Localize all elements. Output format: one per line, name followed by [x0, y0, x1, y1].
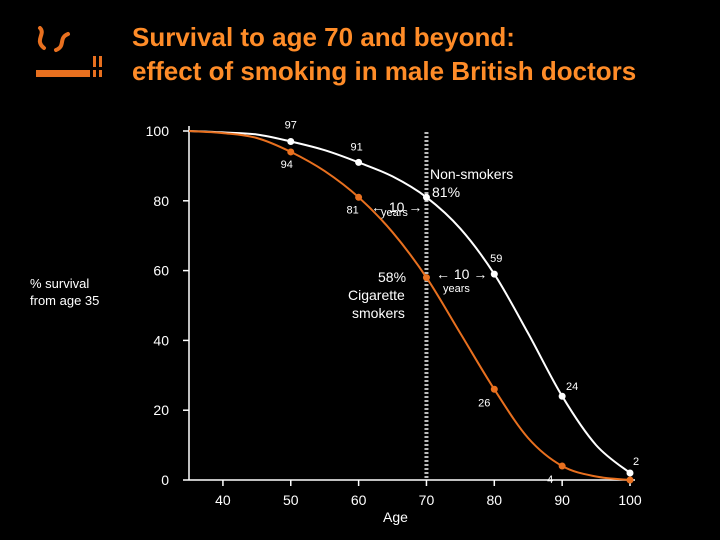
cigarette-smokers-point	[626, 476, 634, 484]
non-smokers-line	[188, 130, 631, 474]
cigarette-smokers-point-label: 94	[281, 159, 293, 171]
smokers-label-1: Cigarette	[348, 287, 405, 303]
x-tick-label: 100	[618, 492, 642, 508]
x-axis-label: Age	[383, 509, 408, 525]
smokers-label-2: smokers	[352, 305, 405, 321]
x-tick-label: 70	[419, 492, 435, 508]
x-tick-label: 40	[215, 492, 231, 508]
y-axis-label-1: % survival	[30, 276, 89, 291]
gap-1-unit: years	[381, 207, 408, 219]
y-tick-label: 20	[153, 402, 169, 418]
non-smokers-label: Non-smokers	[430, 166, 513, 182]
chart-title: Survival to age 70 and beyond: effect of…	[132, 20, 717, 88]
gap-2-arrow: ← 10 →	[436, 266, 487, 282]
gap-1-arrow: ← 10 →	[371, 199, 422, 215]
y-tick-label: 100	[146, 123, 170, 139]
cigarette-smokers-point	[490, 385, 498, 393]
non-smokers-point	[558, 392, 566, 400]
cigarette-smokers-point-label: 81	[346, 204, 358, 216]
title-line-1: Survival to age 70 and beyond:	[132, 22, 515, 52]
cigarette-smokers-point-label: 4	[547, 474, 553, 486]
title-line-2: effect of smoking in male British doctor…	[132, 56, 637, 86]
cigarette-smokers-point	[355, 193, 363, 201]
x-tick-label: 80	[487, 492, 503, 508]
smokers-value: 58%	[378, 269, 406, 285]
non-smokers-point-label: 59	[490, 253, 502, 265]
non-smokers-point-label: 2	[633, 456, 639, 468]
cigarette-icon	[36, 26, 102, 77]
cigarette-smokers-point	[422, 274, 430, 282]
cigarette-smokers-point	[287, 148, 295, 156]
non-smokers-point	[626, 469, 634, 477]
non-smokers-point	[422, 193, 430, 201]
x-tick-label: 60	[351, 492, 367, 508]
non-smokers-point-label: 24	[566, 381, 578, 393]
non-smokers-point	[490, 270, 498, 278]
cigarette-smokers-point	[558, 462, 566, 470]
x-tick-label: 50	[283, 492, 299, 508]
non-smokers-point	[355, 158, 363, 166]
y-tick-label: 60	[153, 263, 169, 279]
cigarette-smokers-line	[188, 130, 631, 481]
non-smokers-value: 81%	[432, 184, 460, 200]
cigarette-smokers-point-label: 26	[478, 397, 490, 409]
gap-2-unit: years	[443, 283, 470, 295]
non-smokers-point-label: 91	[350, 141, 362, 153]
non-smokers-point	[287, 137, 295, 145]
x-tick-label: 90	[554, 492, 570, 508]
y-tick-label: 80	[153, 193, 169, 209]
y-tick-label: 40	[153, 332, 169, 348]
y-tick-label: 0	[161, 472, 169, 488]
y-axis-label-2: from age 35	[30, 293, 99, 308]
non-smokers-point-label: 97	[285, 119, 297, 131]
